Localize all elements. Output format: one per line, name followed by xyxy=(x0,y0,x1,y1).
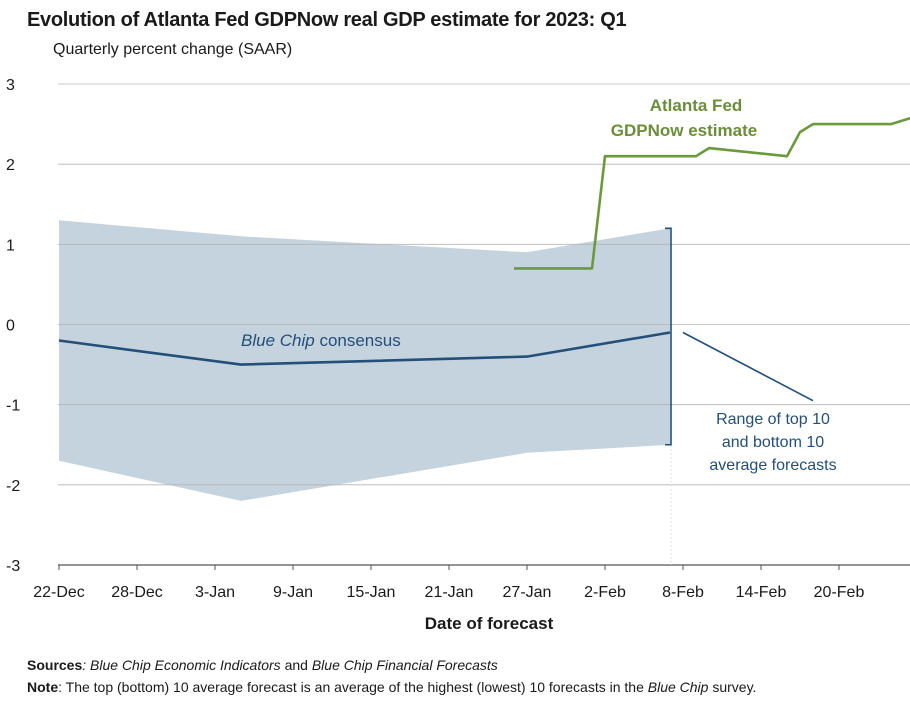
sources-separator: : xyxy=(82,657,91,673)
range-annotation-line1: Range of top 10 xyxy=(716,411,830,428)
x-tick-label: 15-Jan xyxy=(347,584,396,601)
note-label: Note xyxy=(27,679,59,695)
y-tick-label: 2 xyxy=(6,157,15,174)
chart-plot: 3 2 1 0 -1 -2 -3 22-Dec 28-Dec 3-Jan 9-Jan 15-Jan 21… xyxy=(6,77,910,633)
sources-source-2: Blue Chip Financial Forecasts xyxy=(311,657,498,673)
consensus-annotation-rest: consensus xyxy=(315,331,401,350)
gdpnow-annotation-line2: GDPNow estimate xyxy=(611,121,757,140)
sources-and: and xyxy=(280,657,312,673)
x-tick-label: 28-Dec xyxy=(111,584,163,601)
note-footnote: Note: The top (bottom) 10 average foreca… xyxy=(27,679,756,695)
consensus-annotation: Blue Chip consensus xyxy=(241,331,401,350)
x-tick-label: 3-Jan xyxy=(195,584,235,601)
sources-footnote: Sources: Blue Chip Economic Indicators a… xyxy=(27,657,498,673)
y-tick-label: 1 xyxy=(6,237,15,254)
chart-title: Evolution of Atlanta Fed GDPNow real GDP… xyxy=(27,9,627,31)
range-annotation-line2: and bottom 10 xyxy=(722,434,824,451)
y-tick-label: 3 xyxy=(6,77,15,94)
y-tick-label: -2 xyxy=(6,478,20,495)
range-annotation-line3: average forecasts xyxy=(709,457,836,474)
consensus-series-line xyxy=(58,331,671,366)
note-italic: Blue Chip xyxy=(647,679,709,695)
x-tick-label: 8-Feb xyxy=(662,584,704,601)
chart-subtitle: Quarterly percent change (SAAR) xyxy=(53,41,293,58)
note-text-2: survey. xyxy=(708,679,757,695)
range-bracket xyxy=(665,227,672,446)
sources-label: Sources xyxy=(27,657,83,673)
x-tick-label: 20-Feb xyxy=(814,584,865,601)
x-tick-label: 9-Jan xyxy=(273,584,313,601)
x-tick-label: 21-Jan xyxy=(425,584,474,601)
y-tick-label: -1 xyxy=(6,398,20,415)
note-text-1: : The top (bottom) 10 average forecast i… xyxy=(58,679,648,695)
x-tick-label: 2-Feb xyxy=(584,584,626,601)
range-leader-line xyxy=(682,331,814,402)
gdpnow-series-line xyxy=(514,116,910,270)
y-tick-label: -3 xyxy=(6,558,20,575)
sources-source-1: Blue Chip Economic Indicators xyxy=(90,657,281,673)
x-tick-label: 14-Feb xyxy=(736,584,787,601)
y-tick-label: 0 xyxy=(6,318,15,335)
x-axis-label: Date of forecast xyxy=(425,614,554,633)
consensus-annotation-italic: Blue Chip xyxy=(241,331,315,350)
gdpnow-annotation-line1: Atlanta Fed xyxy=(650,96,743,115)
x-tick-label: 22-Dec xyxy=(33,584,85,601)
x-tick-label: 27-Jan xyxy=(503,584,552,601)
